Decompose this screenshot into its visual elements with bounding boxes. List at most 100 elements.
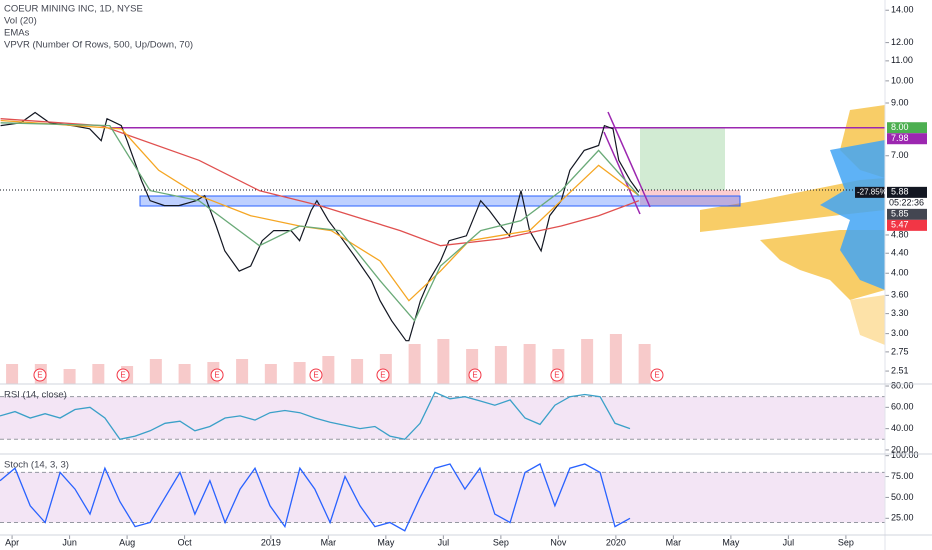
earnings-marker	[650, 368, 664, 382]
wedge-line	[603, 131, 641, 215]
price-tag-label: 5.47	[891, 220, 909, 230]
series-line	[0, 122, 640, 322]
indicator-label: Vol (20)	[4, 16, 37, 27]
volume-bar	[408, 344, 421, 384]
y-tick-label: 80.00	[891, 380, 914, 390]
price-tag-label: 5.85	[891, 209, 909, 219]
y-tick-label: 11.00	[891, 55, 913, 65]
y-tick-label: 14.00	[891, 5, 914, 15]
volume-bar	[322, 356, 335, 384]
volume-bar	[581, 339, 594, 384]
price-tag-label: 8.00	[891, 122, 909, 132]
x-tick-label: 2020	[606, 537, 626, 547]
y-tick-label: 100.00	[891, 450, 919, 460]
earnings-label: E	[120, 371, 125, 380]
stop-box	[640, 190, 740, 206]
earnings-marker	[550, 368, 564, 382]
y-tick-label: 25.00	[891, 513, 914, 523]
volume-bar	[149, 359, 162, 384]
y-tick-label: 12.00	[891, 37, 914, 47]
y-tick-label: 3.30	[891, 308, 909, 318]
y-tick-label: 4.40	[891, 248, 909, 258]
series-line	[0, 119, 640, 302]
volume-bar	[351, 359, 364, 384]
y-tick-label: 50.00	[891, 492, 914, 502]
countdown: 05:22:36	[889, 198, 924, 208]
series-line	[0, 391, 631, 441]
y-tick-label: 7.00	[891, 150, 909, 160]
vpvr-low	[850, 295, 885, 345]
price-tag-label: 5.88	[891, 187, 909, 197]
band-fill	[0, 396, 885, 440]
y-tick-label: 60.00	[891, 402, 914, 412]
x-tick-label: Jul	[783, 537, 795, 547]
y-tick-label: 4.00	[891, 268, 909, 278]
earnings-marker	[33, 368, 47, 382]
x-tick-label: Jul	[438, 537, 450, 547]
y-tick-label: 4.80	[891, 229, 909, 239]
earnings-label: E	[313, 371, 318, 380]
plot-layer: 14.00 12.00 11.00 10.00 9.00 7.00 4.80 4.40 4.00…	[0, 5, 927, 547]
price-tag-label: 7.98	[891, 133, 909, 143]
pane-title: Stoch (14, 3, 3)	[4, 460, 69, 471]
y-tick-label: 2.51	[891, 365, 909, 375]
support-zone	[139, 195, 741, 207]
price-tag	[887, 208, 927, 220]
volume-bar	[293, 362, 306, 384]
volume-bar	[437, 339, 450, 384]
y-tick-label: 20.00	[891, 444, 914, 454]
x-tick-label: Apr	[5, 537, 19, 547]
earnings-label: E	[472, 371, 477, 380]
series-line	[0, 111, 640, 342]
vpvr-down	[820, 140, 885, 290]
volume-bar	[236, 359, 249, 384]
earnings-label: E	[214, 371, 219, 380]
x-tick-label: Oct	[178, 537, 193, 547]
x-tick-label: May	[377, 537, 395, 547]
chart-title: COEUR MINING INC, 1D, NYSE	[4, 4, 143, 15]
band-fill	[0, 472, 885, 523]
earnings-marker	[468, 368, 482, 382]
x-tick-label: Sep	[838, 537, 854, 547]
target-box	[640, 128, 725, 190]
y-tick-label: 9.00	[891, 97, 909, 107]
indicator-label: EMAs	[4, 28, 30, 39]
y-tick-label: 3.60	[891, 290, 909, 300]
y-tick-label: 10.00	[891, 75, 914, 85]
volume-bar	[609, 334, 622, 384]
volume-bar	[178, 364, 191, 384]
earnings-marker	[210, 368, 224, 382]
series-line	[0, 118, 640, 247]
x-tick-label: Mar	[666, 537, 682, 547]
y-tick-label: 75.00	[891, 471, 914, 481]
volume-bar	[638, 344, 651, 384]
earnings-label: E	[554, 371, 559, 380]
volume-bar	[6, 364, 19, 384]
earnings-marker	[376, 368, 390, 382]
x-tick-label: Nov	[550, 537, 567, 547]
earnings-label: E	[654, 371, 659, 380]
earnings-label: E	[37, 371, 42, 380]
price-tag	[887, 219, 927, 231]
x-tick-label: Aug	[119, 537, 135, 547]
vpvr-up	[700, 105, 885, 300]
series-line	[0, 463, 631, 532]
earnings-label: E	[380, 371, 385, 380]
x-tick-label: May	[722, 537, 740, 547]
price-tag	[887, 122, 927, 134]
indicator-label: VPVR (Number Of Rows, 500, Up/Down, 70)	[4, 40, 193, 51]
y-tick-label: 40.00	[891, 423, 914, 433]
price-tag	[887, 133, 927, 145]
earnings-marker	[309, 368, 323, 382]
volume-bar	[494, 346, 507, 384]
volume-bar	[92, 364, 105, 384]
earnings-marker	[116, 368, 130, 382]
volume-bar	[523, 344, 536, 384]
change-tag-bg	[855, 186, 885, 198]
x-tick-label: Mar	[321, 537, 337, 547]
change-label: -27.85%	[857, 187, 887, 196]
price-tag	[887, 186, 927, 198]
pane-title: RSI (14, close)	[4, 390, 67, 401]
